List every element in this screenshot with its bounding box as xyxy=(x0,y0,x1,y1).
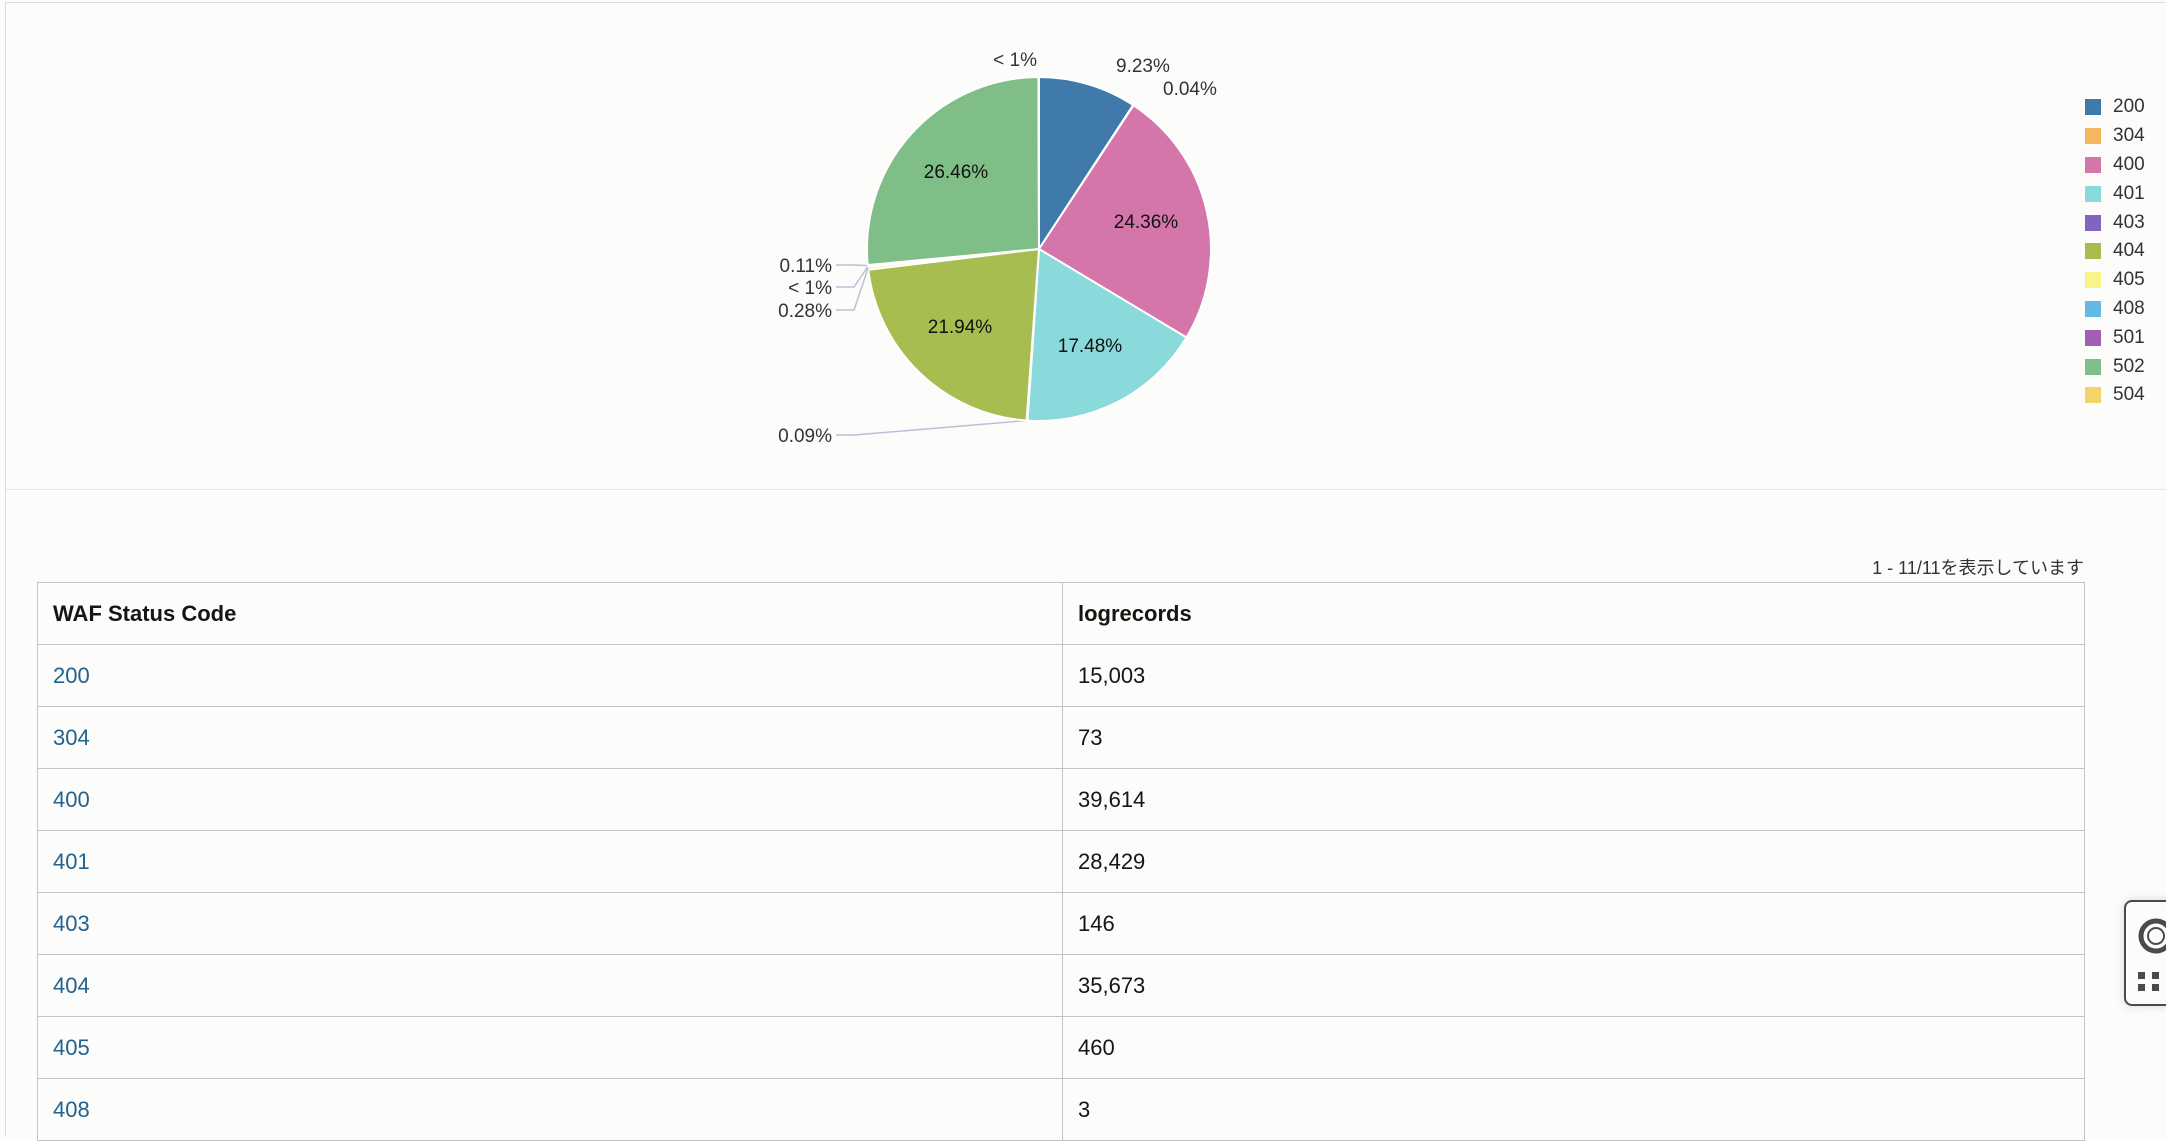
pie-slice-401[interactable] xyxy=(1026,247,1188,422)
logrecords-value: 28,429 xyxy=(1062,830,2085,893)
legend-swatch xyxy=(2085,329,2101,346)
slice-label-outer: 0.04% xyxy=(1163,79,1217,100)
logrecords-value: 35,673 xyxy=(1062,954,2085,1017)
legend-label: 501 xyxy=(2113,326,2145,348)
pie-slice-404[interactable] xyxy=(867,247,1041,422)
legend-item[interactable]: 405 xyxy=(2085,266,2145,295)
logrecords-value: 3 xyxy=(1062,1078,2085,1141)
table-row: 304 73 xyxy=(37,706,2085,769)
legend-label: 200 xyxy=(2113,96,2145,118)
leader-line xyxy=(836,419,1028,436)
table-row: 405 460 xyxy=(37,1016,2085,1079)
status-code-link[interactable]: 200 xyxy=(37,644,1063,707)
logrecords-value: 73 xyxy=(1062,706,2085,769)
leader-line xyxy=(836,264,868,267)
legend-swatch xyxy=(2085,387,2101,404)
legend-swatch xyxy=(2085,272,2101,289)
slice-label-outer: 0.11% xyxy=(780,256,833,277)
grid-icon xyxy=(2138,972,2159,991)
legend-item[interactable]: 401 xyxy=(2085,179,2145,208)
legend-item[interactable]: 404 xyxy=(2085,237,2145,266)
slice-label-outer: 9.23% xyxy=(1116,56,1170,77)
pie-slice-502[interactable] xyxy=(866,75,1041,267)
legend-swatch xyxy=(2085,358,2101,375)
legend-label: 304 xyxy=(2113,125,2145,147)
legend-label: 400 xyxy=(2113,153,2145,175)
data-table: WAF Status Code logrecords 200 15,003 304 7… xyxy=(37,582,2085,1141)
leader-line xyxy=(836,268,869,311)
logrecords-value: 39,614 xyxy=(1062,768,2085,831)
table-row: 403 146 xyxy=(37,892,2085,955)
legend-label: 504 xyxy=(2113,384,2145,406)
status-code-link[interactable]: 404 xyxy=(37,954,1063,1017)
legend-swatch xyxy=(2085,156,2101,173)
legend-swatch xyxy=(2085,243,2101,260)
legend-item[interactable]: 504 xyxy=(2085,381,2145,410)
table-row: 404 35,673 xyxy=(37,954,2085,1017)
logrecords-value: 146 xyxy=(1062,892,2085,955)
table-row: 200 15,003 xyxy=(37,644,2085,707)
pie-chart: 9.23%0.04%24.36%17.48%0.09%21.94%0.28%< … xyxy=(778,50,1217,447)
legend-item[interactable]: 403 xyxy=(2085,208,2145,237)
legend-item[interactable]: 200 xyxy=(2085,93,2145,122)
slice-label-outer: < 1% xyxy=(788,278,832,299)
leader-line xyxy=(836,266,869,288)
pie-slice-400[interactable] xyxy=(1037,103,1212,339)
status-code-link[interactable]: 405 xyxy=(37,1016,1063,1079)
pagination-status: 1 - 11/11を表示しています xyxy=(1872,558,2084,578)
legend-swatch xyxy=(2085,214,2101,231)
status-code-link[interactable]: 304 xyxy=(37,706,1063,769)
legend-swatch xyxy=(2085,300,2101,317)
divider xyxy=(6,489,2166,490)
slice-label-outer: 0.09% xyxy=(778,426,832,447)
column-header-logrecords[interactable]: logrecords xyxy=(1062,582,2085,645)
legend-swatch xyxy=(2085,128,2101,145)
legend-label: 401 xyxy=(2113,182,2145,204)
legend-item[interactable]: 502 xyxy=(2085,352,2145,381)
status-code-link[interactable]: 400 xyxy=(37,768,1063,831)
status-code-link[interactable]: 403 xyxy=(37,892,1063,955)
legend-item[interactable]: 501 xyxy=(2085,323,2145,352)
legend-label: 405 xyxy=(2113,269,2145,291)
legend-swatch xyxy=(2085,99,2101,116)
legend-label: 408 xyxy=(2113,297,2145,319)
legend-item[interactable]: 400 xyxy=(2085,151,2145,180)
page-frame xyxy=(5,2,2166,1136)
slice-label-inner: 17.48% xyxy=(1058,336,1123,357)
column-header-status-code[interactable]: WAF Status Code xyxy=(37,582,1063,645)
table-header-row: WAF Status Code logrecords xyxy=(37,582,2085,645)
pie-slice-504[interactable] xyxy=(1037,75,1040,250)
legend-item[interactable]: 304 xyxy=(2085,122,2145,151)
legend-label: 404 xyxy=(2113,240,2145,262)
slice-label-outer: 0.28% xyxy=(778,301,832,322)
table-row: 401 28,429 xyxy=(37,830,2085,893)
slice-label-outer: < 1% xyxy=(993,50,1037,71)
pie-slice-200[interactable] xyxy=(1038,75,1135,253)
slice-label-inner: 24.36% xyxy=(1114,212,1179,233)
lifebuoy-icon xyxy=(2138,918,2166,991)
slice-label-inner: 21.94% xyxy=(928,317,993,338)
logrecords-value: 460 xyxy=(1062,1016,2085,1079)
status-code-link[interactable]: 401 xyxy=(37,830,1063,893)
table-row: 400 39,614 xyxy=(37,768,2085,831)
help-widget[interactable] xyxy=(2124,900,2166,1006)
chart-legend: 200 304 400 401 403 404 405 408 501 502 504 xyxy=(2085,93,2145,410)
logrecords-value: 15,003 xyxy=(1062,644,2085,707)
legend-swatch xyxy=(2085,185,2101,202)
status-code-link[interactable]: 408 xyxy=(37,1078,1063,1141)
legend-label: 502 xyxy=(2113,355,2145,377)
legend-item[interactable]: 408 xyxy=(2085,295,2145,324)
table-row: 408 3 xyxy=(37,1078,2085,1141)
slice-label-inner: 26.46% xyxy=(924,162,989,183)
legend-label: 403 xyxy=(2113,211,2145,233)
